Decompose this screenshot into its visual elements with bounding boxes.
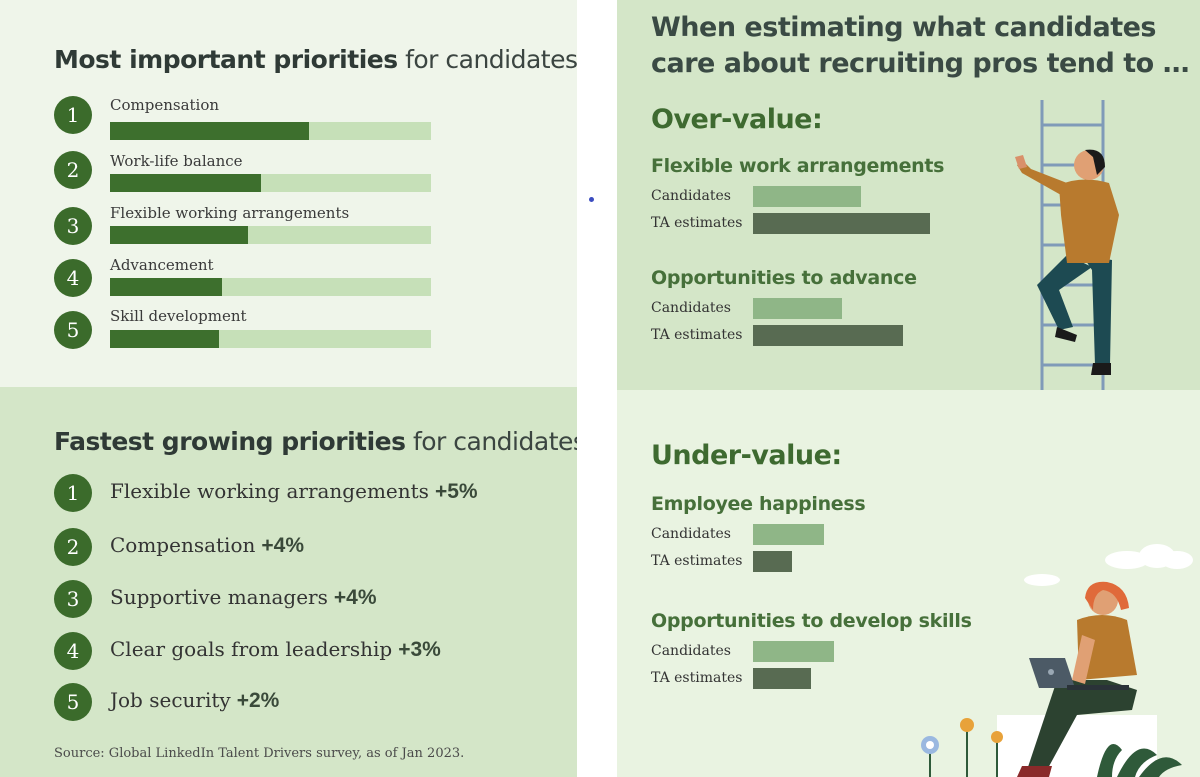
comparison-subheading: Opportunities to develop skills — [651, 610, 972, 632]
ladder-climber-illustration — [1015, 100, 1119, 390]
growing-priority-label: Supportive managers — [110, 585, 328, 609]
comparison-subheading: Opportunities to advance — [651, 267, 917, 289]
candidates-row-label: Candidates — [651, 526, 731, 542]
fastest-growing-title: Fastest growing priorities for candidate… — [54, 427, 577, 456]
growing-priority-label: Clear goals from leadership — [110, 637, 393, 661]
rank-badge: 2 — [54, 528, 92, 566]
comparison-subheading: Flexible work arrangements — [651, 155, 945, 177]
comparison-subheading: Employee happiness — [651, 493, 866, 515]
under-value-heading: Under-value: — [651, 440, 842, 471]
growing-priority-label: Compensation — [110, 533, 256, 557]
priority-bar-fill — [110, 174, 261, 192]
person-with-laptop-illustration — [921, 581, 1182, 777]
rank-badge: 3 — [54, 207, 92, 245]
ta-estimates-bar — [753, 325, 903, 346]
fastest-growing-panel: Fastest growing priorities for candidate… — [0, 387, 577, 777]
fastest-growing-title-bold: Fastest growing priorities — [54, 427, 406, 456]
ta-estimates-row-label: TA estimates — [651, 553, 743, 569]
candidates-bar — [753, 524, 824, 545]
ta-estimates-row-label: TA estimates — [651, 670, 743, 686]
priority-bar-track — [110, 330, 431, 348]
candidates-row-label: Candidates — [651, 643, 731, 659]
rank-badge: 4 — [54, 259, 92, 297]
priority-bar-fill — [110, 278, 223, 296]
priority-label: Flexible working arrangements — [110, 204, 350, 222]
priority-label: Work-life balance — [110, 152, 243, 170]
candidates-row-label: Candidates — [651, 188, 731, 204]
small-cloud-icon — [1024, 574, 1060, 586]
estimates-title-line1: When estimating what candidates — [651, 12, 1157, 43]
ta-estimates-bar — [753, 668, 811, 689]
growing-priority-change: +4% — [261, 534, 304, 557]
growing-priority-item: Supportive managers +4% — [110, 585, 377, 610]
most-important-title-rest: for candidates: — [405, 45, 577, 74]
most-important-panel: Most important priorities for candidates… — [0, 0, 577, 387]
priority-label: Compensation — [110, 96, 220, 114]
growing-priority-item: Flexible working arrangements +5% — [110, 479, 478, 504]
rank-badge: 1 — [54, 96, 92, 134]
priority-bar-track — [110, 278, 431, 296]
ta-estimates-row-label: TA estimates — [651, 215, 743, 231]
priority-bar-track — [110, 122, 431, 140]
ta-estimates-bar — [753, 213, 930, 234]
priority-bar-fill — [110, 226, 249, 244]
priority-bar-track — [110, 174, 431, 192]
over-value-heading: Over-value: — [651, 104, 823, 135]
candidates-row-label: Candidates — [651, 300, 731, 316]
source-note: Source: Global LinkedIn Talent Drivers s… — [54, 746, 465, 761]
growing-priority-change: +4% — [333, 586, 377, 609]
priority-label: Skill development — [110, 307, 247, 325]
priority-bar-fill — [110, 330, 220, 348]
most-important-title: Most important priorities for candidates… — [54, 45, 577, 74]
rank-badge: 5 — [54, 683, 92, 721]
under-value-panel: Under-value: Employee happiness Candidate… — [617, 390, 1200, 777]
growing-priority-item: Clear goals from leadership +3% — [110, 637, 441, 662]
priority-bar-fill — [110, 122, 310, 140]
rank-badge: 5 — [54, 311, 92, 349]
growing-priority-change: +2% — [236, 689, 280, 712]
growing-priority-item: Job security +2% — [110, 688, 279, 713]
ta-estimates-bar — [753, 551, 792, 572]
estimates-title-line2: care about recruiting pros tend to … — [651, 48, 1190, 79]
growing-priority-item: Compensation +4% — [110, 533, 304, 558]
fastest-growing-title-rest: for candidates: — [412, 427, 577, 456]
priority-label: Advancement — [110, 256, 214, 274]
growing-priority-change: +5% — [434, 480, 478, 503]
separator-dot — [589, 197, 594, 202]
cloud-icon — [1105, 544, 1193, 569]
growing-priority-label: Job security — [110, 688, 231, 712]
candidates-bar — [753, 186, 861, 207]
candidates-bar — [753, 641, 834, 662]
priority-bar-track — [110, 226, 431, 244]
growing-priority-change: +3% — [398, 638, 441, 661]
rank-badge: 3 — [54, 580, 92, 618]
growing-priority-label: Flexible working arrangements — [110, 479, 429, 503]
candidates-bar — [753, 298, 842, 319]
most-important-title-bold: Most important priorities — [54, 45, 398, 74]
over-value-panel: When estimating what candidates care abo… — [617, 0, 1200, 390]
ta-estimates-row-label: TA estimates — [651, 327, 743, 343]
rank-badge: 4 — [54, 632, 92, 670]
estimates-title: When estimating what candidates care abo… — [651, 10, 1190, 82]
rank-badge: 2 — [54, 151, 92, 189]
rank-badge: 1 — [54, 474, 92, 512]
